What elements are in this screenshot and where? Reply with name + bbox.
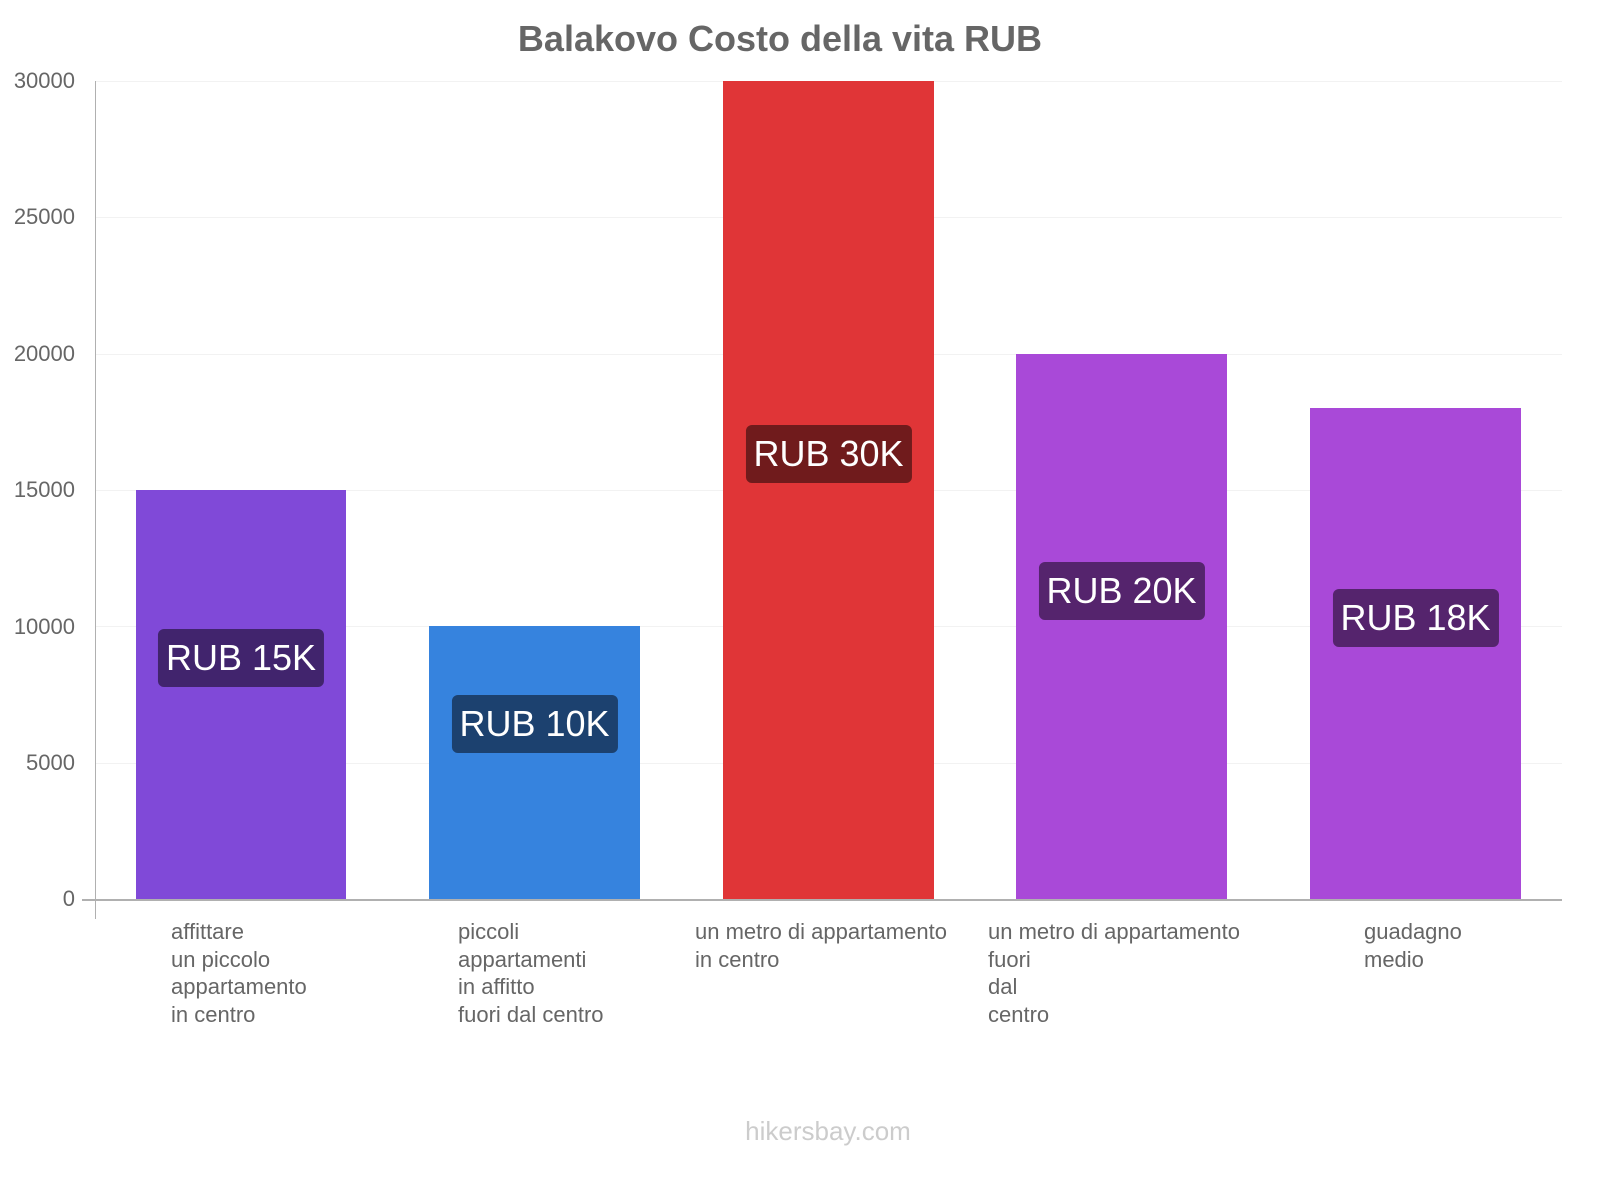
bar-metro-appartamento-fuori-centro[interactable]: RUB 20K: [1016, 354, 1227, 899]
plot-area: RUB 15K RUB 10K RUB 30K RUB 20K RUB 18K: [95, 81, 1562, 899]
y-tick-15000: 15000: [13, 477, 75, 502]
bar-value-label: RUB 20K: [1038, 562, 1205, 621]
y-tick-0: 0: [62, 886, 75, 911]
bar-value-label: RUB 15K: [157, 628, 325, 687]
x-label-guadagno-medio: guadagno medio: [1364, 919, 1462, 972]
chart-title: Balakovo Costo della vita RUB: [517, 18, 1043, 59]
x-label-piccoli-appartamenti: piccoli appartamenti in affitto fuori da…: [458, 919, 604, 1027]
y-tick-5000: 5000: [26, 750, 75, 775]
x-label-metro-centro: un metro di appartamento in centro: [695, 919, 947, 972]
y-tick-25000: 25000: [13, 204, 75, 229]
bar-value-label: RUB 30K: [745, 425, 912, 483]
x-label-metro-fuori-centro: un metro di appartamento fuori dal centr…: [988, 919, 1240, 1027]
bar-piccoli-appartamenti-fuori-centro[interactable]: RUB 10K: [429, 626, 640, 899]
y-axis-line: [95, 81, 96, 919]
y-tick-20000: 20000: [13, 341, 75, 366]
footer-watermark: hikersbay.com: [745, 1116, 911, 1146]
y-tick-30000: 30000: [13, 68, 75, 93]
y-tick-10000: 10000: [13, 614, 75, 639]
x-axis-line: [82, 899, 1562, 901]
bar-value-label: RUB 18K: [1332, 588, 1499, 647]
x-label-affittare: affittare un piccolo appartamento in cen…: [171, 919, 307, 1027]
bar-guadagno-medio[interactable]: RUB 18K: [1310, 408, 1521, 899]
bar-affittare-piccolo-appartamento-centro[interactable]: RUB 15K: [136, 490, 346, 899]
bar-value-label: RUB 10K: [451, 695, 618, 754]
bar-metro-appartamento-centro[interactable]: RUB 30K: [723, 81, 934, 899]
